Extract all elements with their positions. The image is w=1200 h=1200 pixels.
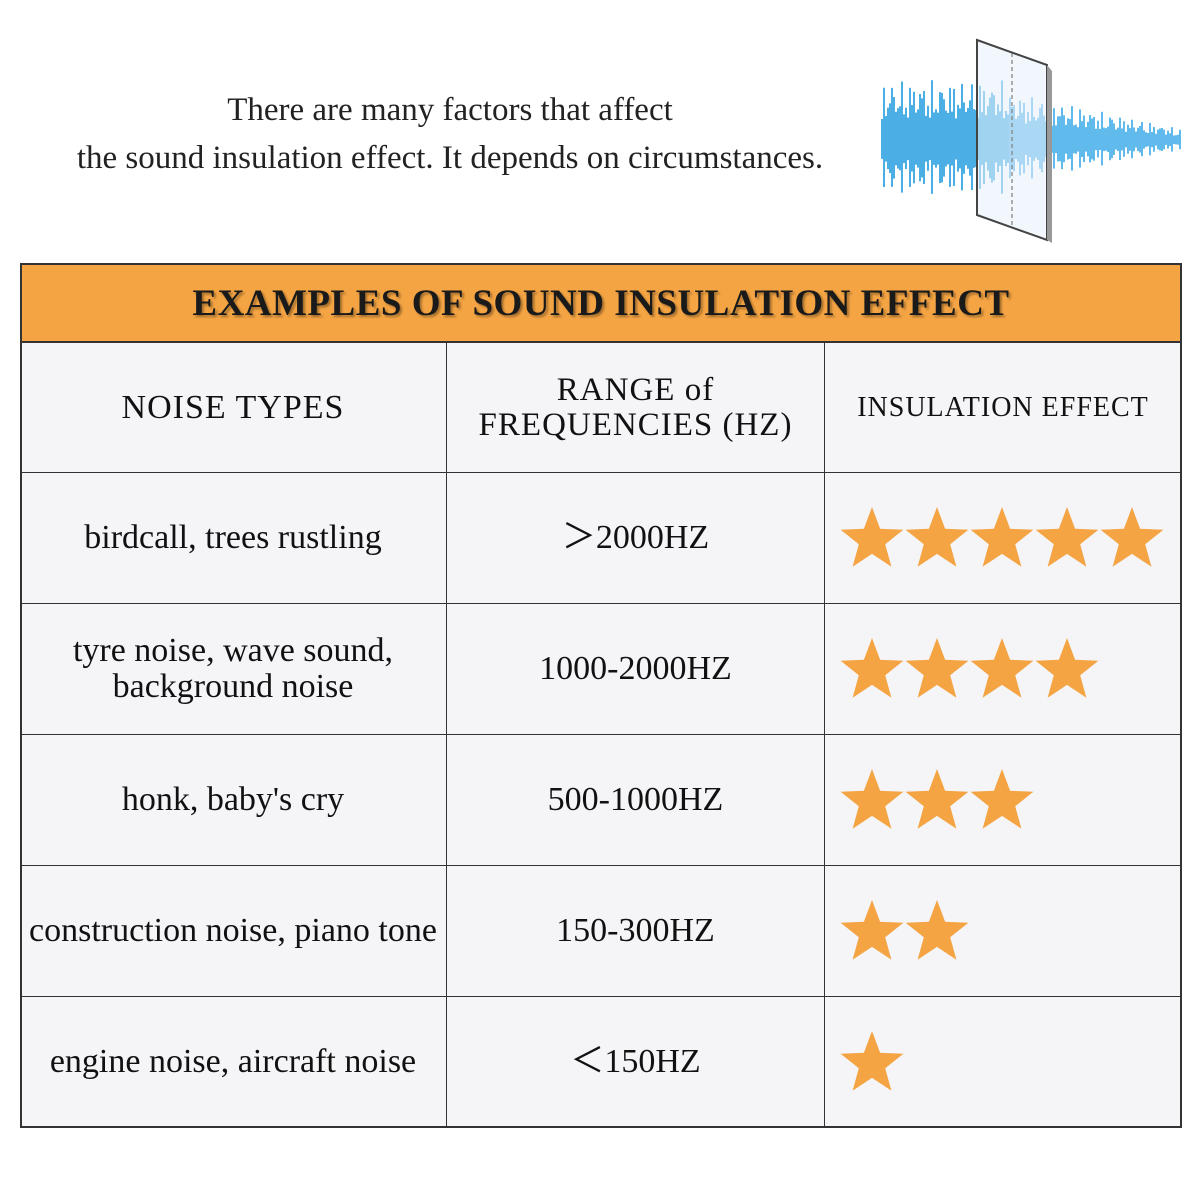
effect-cell xyxy=(825,473,1182,604)
range-cell: 500-1000HZ xyxy=(447,735,825,866)
star-rating xyxy=(840,637,1099,698)
star xyxy=(1035,506,1099,567)
header-cell: RANGE of FREQUENCIES (HZ) xyxy=(447,343,825,473)
star xyxy=(840,637,904,698)
star xyxy=(1100,506,1164,567)
star xyxy=(840,899,904,960)
header-cell: INSULATION EFFECT xyxy=(825,343,1182,473)
effect-cell xyxy=(825,735,1182,866)
range-cell: 1000-2000HZ xyxy=(447,604,825,735)
range-cell: ＜150HZ xyxy=(447,997,825,1128)
header-cell: NOISE TYPES xyxy=(20,343,447,473)
star xyxy=(970,768,1034,829)
glass-edge xyxy=(1047,65,1052,243)
intro-line: There are many factors that affect xyxy=(227,92,673,128)
star-rating xyxy=(840,768,1034,829)
effect-cell xyxy=(825,997,1182,1128)
star xyxy=(840,506,904,567)
star xyxy=(905,506,969,567)
noise-cell: honk, baby's cry xyxy=(20,735,447,866)
table-title: EXAMPLES OF SOUND INSULATION EFFECT xyxy=(20,263,1182,343)
star xyxy=(905,768,969,829)
star-rating xyxy=(840,899,969,960)
noise-cell: construction noise, piano tone xyxy=(20,866,447,997)
star xyxy=(1035,637,1099,698)
intro-line: the sound insulation effect. It depends … xyxy=(76,140,824,176)
star xyxy=(905,637,969,698)
star-rating xyxy=(840,506,1164,567)
effect-cell xyxy=(825,866,1182,997)
range-cell: 150-300HZ xyxy=(447,866,825,997)
star xyxy=(840,1030,904,1091)
star xyxy=(840,768,904,829)
star-rating xyxy=(840,1030,904,1091)
noise-cell: tyre noise, wave sound, background noise xyxy=(20,604,447,735)
noise-cell: engine noise, aircraft noise xyxy=(20,997,447,1128)
sound-wave-illustration xyxy=(881,38,1181,243)
noise-cell: birdcall, trees rustling xyxy=(20,473,447,604)
range-cell: ＞2000HZ xyxy=(447,473,825,604)
star xyxy=(970,506,1034,567)
star xyxy=(970,637,1034,698)
star xyxy=(905,899,969,960)
effect-cell xyxy=(825,604,1182,735)
